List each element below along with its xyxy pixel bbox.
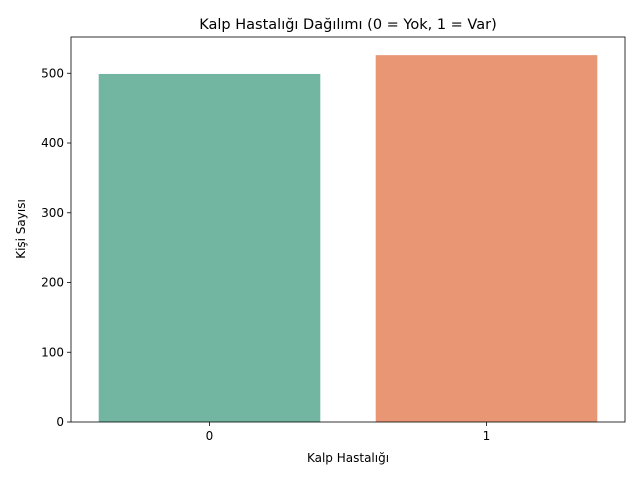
bar-1 <box>375 55 598 422</box>
chart-title: Kalp Hastalığı Dağılımı (0 = Yok, 1 = Va… <box>199 17 496 33</box>
bar-0 <box>98 73 321 422</box>
y-tick-label-0: 0 <box>56 415 64 429</box>
plot-frame <box>70 36 626 423</box>
x-tick-label-0: 0 <box>206 429 214 443</box>
y-tick-label-200: 200 <box>41 276 64 290</box>
y-tick-label-500: 500 <box>41 66 64 80</box>
x-axis-label: Kalp Hastalığı <box>307 451 389 465</box>
y-tick-label-400: 400 <box>41 136 64 150</box>
y-tick-label-300: 300 <box>41 206 64 220</box>
x-tick-label-1: 1 <box>483 429 491 443</box>
plot-area: 0 1 0 100 200 300 400 500 <box>41 36 626 443</box>
y-axis-label: Kişi Sayısı <box>14 199 28 259</box>
y-tick-label-100: 100 <box>41 345 64 359</box>
